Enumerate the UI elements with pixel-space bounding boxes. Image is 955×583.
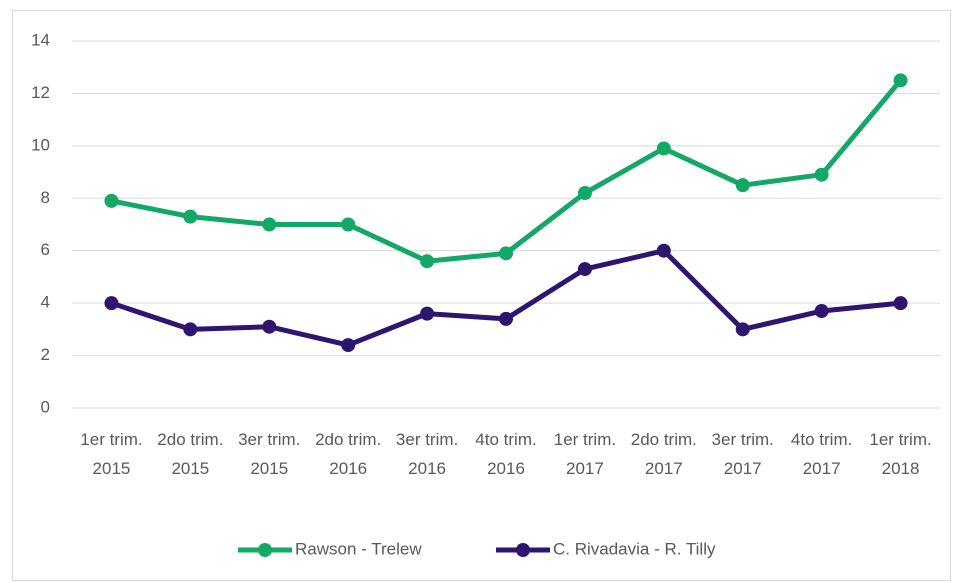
marker bbox=[104, 296, 119, 311]
x-tick-label: 2do trim. 2017 bbox=[630, 430, 697, 478]
y-tick-label: 4 bbox=[41, 293, 50, 312]
x-tick-label: 3er trim. 2016 bbox=[395, 430, 459, 478]
marker bbox=[104, 193, 119, 208]
x-tick-label: 2do trim. 2016 bbox=[315, 430, 382, 478]
line bbox=[110, 248, 901, 348]
y-tick-label: 8 bbox=[41, 188, 50, 207]
marker bbox=[735, 178, 750, 193]
x-tick-label: 3er trim. 2017 bbox=[711, 430, 774, 478]
chart-frame bbox=[12, 10, 951, 581]
marker bbox=[341, 217, 356, 232]
marker bbox=[262, 217, 277, 232]
marker bbox=[893, 73, 908, 88]
legend-marker bbox=[516, 543, 530, 557]
x-tick-label: 1er trim. 2018 bbox=[869, 430, 932, 478]
x-tick-label: 3er trim. 2015 bbox=[238, 430, 301, 478]
marker bbox=[656, 243, 671, 258]
x-tick-label: 2do trim. 2015 bbox=[157, 430, 224, 478]
legend-label: Rawson - Trelew bbox=[295, 539, 422, 558]
y-tick-label: 10 bbox=[31, 135, 50, 154]
marker bbox=[656, 141, 671, 156]
x-tick-label: 4to trim. 2016 bbox=[475, 430, 537, 478]
marker bbox=[183, 209, 198, 224]
x-tick-label: 1er trim. 2015 bbox=[80, 430, 143, 478]
marker bbox=[499, 246, 513, 261]
marker bbox=[577, 186, 592, 201]
marker bbox=[577, 262, 592, 277]
line bbox=[110, 78, 903, 264]
y-tick-label: 0 bbox=[41, 397, 50, 416]
marker bbox=[420, 306, 435, 321]
marker bbox=[893, 296, 908, 311]
marker bbox=[420, 254, 435, 269]
marker bbox=[814, 304, 829, 319]
x-tick-label: 4to trim. 2017 bbox=[790, 430, 853, 478]
x-tick-label: 1er trim. 2017 bbox=[553, 430, 617, 478]
marker bbox=[735, 322, 750, 337]
legend-label: C. Rivadavia - R. Tilly bbox=[553, 539, 716, 558]
y-tick-label: 12 bbox=[31, 83, 50, 102]
y-tick-label: 14 bbox=[31, 30, 50, 49]
y-tick-label: 2 bbox=[41, 345, 50, 364]
marker bbox=[499, 311, 513, 326]
legend-marker bbox=[258, 543, 272, 557]
marker bbox=[814, 167, 829, 182]
marker bbox=[183, 322, 198, 337]
marker bbox=[262, 319, 277, 334]
y-tick-label: 6 bbox=[41, 240, 50, 259]
marker bbox=[341, 338, 356, 353]
